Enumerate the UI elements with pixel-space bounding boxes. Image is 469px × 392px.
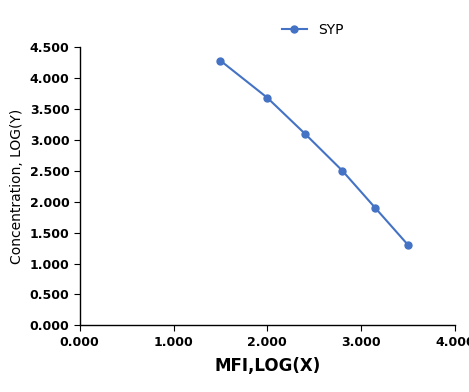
SYP [372, 205, 378, 210]
X-axis label: MFI,LOG(X): MFI,LOG(X) [214, 357, 320, 375]
SYP [302, 131, 308, 136]
Line: SYP: SYP [217, 57, 411, 249]
Legend: SYP: SYP [276, 18, 349, 43]
SYP [218, 58, 223, 63]
SYP [265, 95, 270, 100]
SYP [340, 169, 345, 173]
Y-axis label: Concentration, LOG(Y): Concentration, LOG(Y) [10, 109, 24, 264]
SYP [405, 243, 411, 247]
